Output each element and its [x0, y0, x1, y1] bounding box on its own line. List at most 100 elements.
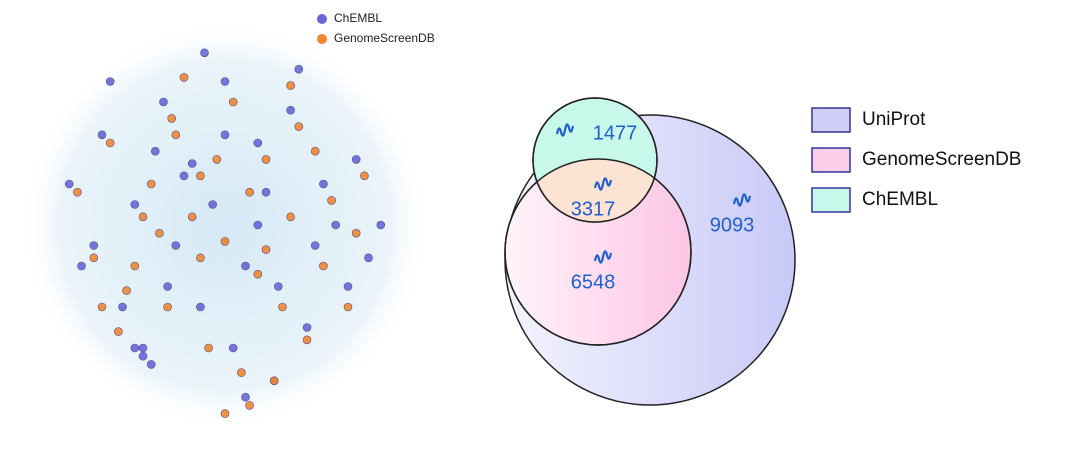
protein-icon [593, 250, 613, 264]
scatter-point [155, 228, 164, 238]
scatter-point [89, 241, 99, 250]
scatter-point [130, 261, 140, 271]
legend-swatch [811, 187, 851, 213]
scatter-point [130, 200, 140, 209]
region-count: 6548 [571, 271, 616, 293]
scatter-point [351, 155, 361, 164]
legend-marker [317, 34, 327, 44]
scatter-point [196, 253, 205, 263]
scatter-point [196, 171, 205, 181]
scatter-point [179, 73, 189, 82]
scatter-point [187, 212, 197, 222]
scatter-point [319, 261, 328, 271]
scatter-point [89, 253, 99, 263]
region-count: 3317 [571, 198, 616, 220]
scatter-point [310, 146, 320, 156]
region-count: 9093 [710, 214, 755, 236]
scatter-point [146, 360, 156, 369]
density-glow [20, 20, 430, 430]
scatter-point [220, 130, 230, 140]
scatter-point [310, 241, 320, 250]
scatter-point [278, 302, 287, 312]
scatter-point [327, 196, 336, 205]
scatter-point [253, 269, 263, 279]
scatter-point [360, 171, 369, 181]
scatter-point [64, 179, 74, 189]
scatter-point [261, 187, 271, 197]
scatter-point [73, 187, 82, 197]
scatter-point [245, 401, 254, 410]
venn-diagram: 1477 3317 6548 9093 [504, 97, 796, 406]
scatter-point [97, 130, 107, 140]
scatter-point [253, 138, 263, 148]
scatter-point [302, 323, 312, 332]
scatter-point [273, 282, 283, 291]
scatter-point [171, 130, 181, 140]
legend-marker [317, 14, 327, 24]
scatter-point [237, 368, 246, 377]
scatter-point [105, 77, 115, 86]
scatter-point [220, 77, 230, 86]
scatter-point [196, 302, 205, 312]
genomescreendb-outline [504, 158, 692, 346]
scatter-point [245, 187, 254, 197]
legend-label: UniProt [862, 109, 926, 130]
scatter-point [241, 392, 250, 402]
scatter-point [331, 220, 341, 230]
scatter-point [122, 286, 131, 295]
scatter-point [220, 409, 230, 418]
scatter-point [204, 343, 213, 353]
scatter-point [261, 245, 271, 254]
scatter-point [319, 179, 328, 189]
scatter-point [294, 64, 304, 74]
scatter-point [376, 220, 386, 230]
scatter-point [286, 81, 295, 90]
scatter-point [286, 212, 295, 222]
scatter-point [269, 376, 279, 386]
scatter-point [138, 343, 148, 353]
scatter-point [343, 282, 353, 291]
scatter-point [187, 159, 197, 168]
legend-label: ChEMBL [334, 11, 382, 25]
scatter-point [343, 302, 353, 312]
scatter-point [138, 212, 148, 222]
scatter-point [200, 48, 209, 58]
region-count: 1477 [593, 122, 638, 144]
scatter-point [97, 302, 107, 312]
legend-label: ChEMBL [862, 189, 938, 210]
scatter-point [77, 261, 86, 271]
legend-swatch [811, 147, 851, 173]
legend-label: GenomeScreenDB [862, 149, 1021, 170]
scatter-point [241, 261, 250, 271]
legend-label: GenomeScreenDB [334, 31, 435, 45]
scatter-point [130, 343, 140, 353]
scatter-point [228, 97, 238, 107]
protein-icon [555, 123, 575, 137]
chembl-outline [532, 97, 658, 223]
scatter-point [163, 282, 172, 291]
legend-swatch [811, 107, 851, 133]
scatter-point [138, 351, 148, 361]
scatter-point [114, 327, 123, 336]
scatter-point [351, 228, 361, 238]
scatter-point [261, 155, 271, 164]
scatter-point [228, 343, 238, 353]
scatter-point [302, 335, 312, 345]
scatter-point [167, 114, 176, 123]
scatter-point [179, 171, 189, 181]
scatter-point [146, 179, 156, 189]
scatter-point [253, 220, 263, 230]
scatter-point [118, 302, 127, 312]
scatter-point [212, 155, 222, 164]
scatter-plot [64, 48, 386, 418]
scatter-point [294, 122, 304, 131]
scatter-point [163, 302, 172, 312]
protein-icon [732, 193, 752, 207]
scatter-point [220, 237, 230, 246]
scatter-point [364, 253, 373, 263]
scatter-point [171, 241, 181, 250]
protein-icon [593, 177, 613, 191]
scatter-point [208, 200, 217, 209]
scatter-point [105, 138, 115, 148]
